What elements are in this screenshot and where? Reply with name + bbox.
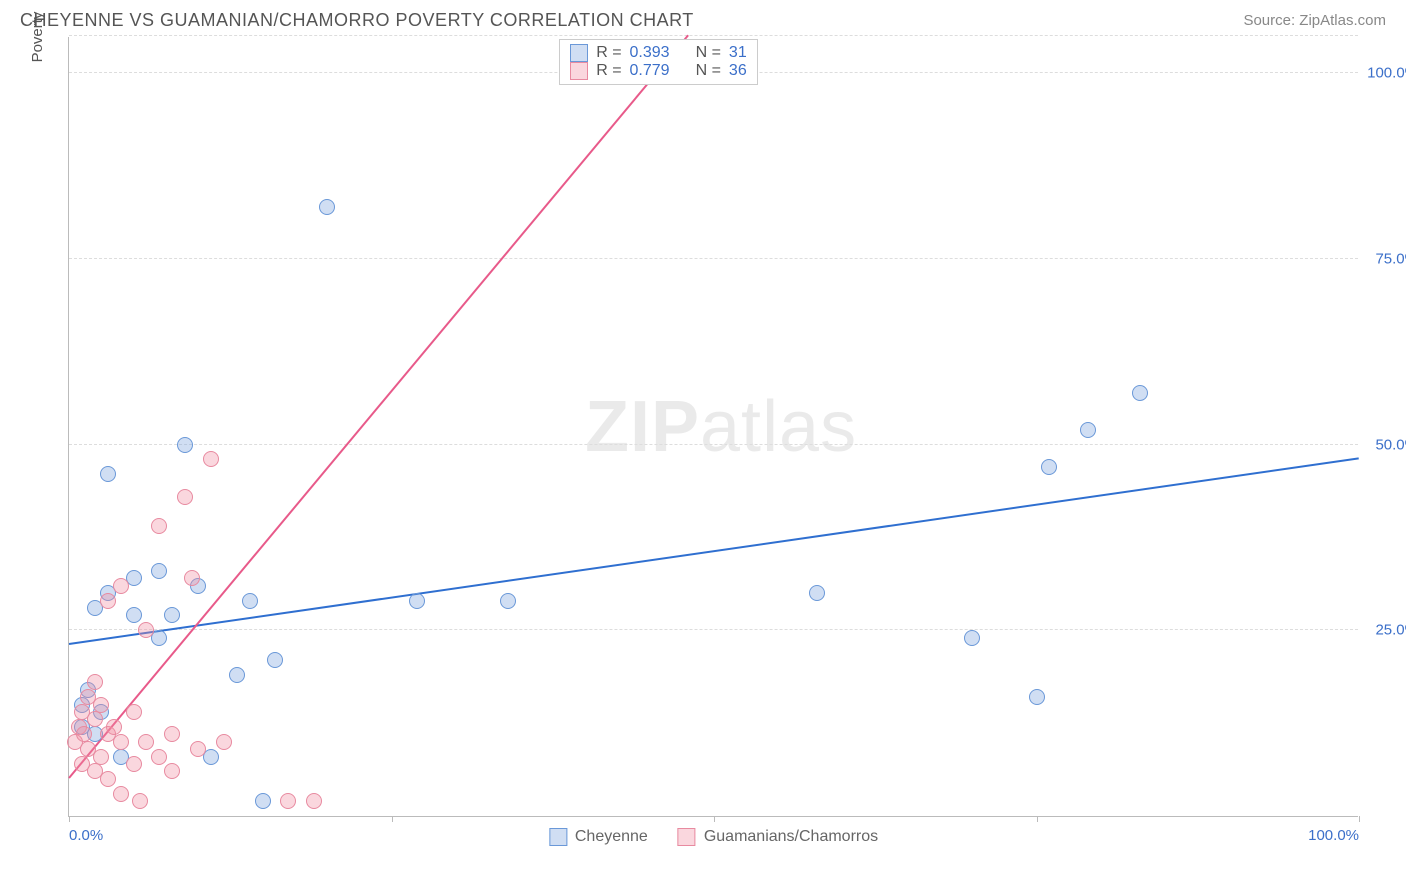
- plot-region: ZIPatlas 25.0%50.0%75.0%100.0%0.0%100.0%…: [68, 37, 1358, 817]
- data-point: [93, 697, 109, 713]
- legend-label: Cheyenne: [575, 828, 648, 846]
- data-point: [126, 704, 142, 720]
- gridline: [69, 35, 1358, 36]
- x-tick: [714, 816, 715, 822]
- data-point: [1080, 422, 1096, 438]
- data-point: [177, 489, 193, 505]
- data-point: [1041, 459, 1057, 475]
- watermark: ZIPatlas: [585, 386, 857, 468]
- chart-title: CHEYENNE VS GUAMANIAN/CHAMORRO POVERTY C…: [20, 10, 694, 31]
- data-point: [203, 451, 219, 467]
- y-tick-label: 75.0%: [1363, 250, 1406, 267]
- data-point: [100, 771, 116, 787]
- gridline: [69, 258, 1358, 259]
- gridline: [69, 444, 1358, 445]
- x-tick: [1037, 816, 1038, 822]
- data-point: [151, 749, 167, 765]
- r-label: R =: [596, 44, 621, 62]
- data-point: [177, 437, 193, 453]
- y-tick-label: 25.0%: [1363, 622, 1406, 639]
- data-point: [229, 667, 245, 683]
- data-point: [126, 607, 142, 623]
- data-point: [151, 563, 167, 579]
- legend-swatch: [549, 828, 567, 846]
- data-point: [1132, 385, 1148, 401]
- n-value: 31: [729, 44, 747, 62]
- r-label: R =: [596, 62, 621, 80]
- legend-item: Cheyenne: [549, 828, 648, 846]
- stats-legend-row: R = 0.393 N = 31: [570, 44, 747, 62]
- data-point: [319, 199, 335, 215]
- legend-item: Guamanians/Chamorros: [678, 828, 878, 846]
- data-point: [87, 674, 103, 690]
- data-point: [267, 652, 283, 668]
- data-point: [809, 585, 825, 601]
- data-point: [138, 734, 154, 750]
- legend-swatch: [570, 62, 588, 80]
- data-point: [87, 711, 103, 727]
- data-point: [1029, 689, 1045, 705]
- source-label: Source: ZipAtlas.com: [1243, 12, 1386, 29]
- data-point: [106, 719, 122, 735]
- data-point: [216, 734, 232, 750]
- r-value: 0.393: [630, 44, 670, 62]
- legend-swatch: [678, 828, 696, 846]
- data-point: [138, 622, 154, 638]
- data-point: [280, 793, 296, 809]
- data-point: [164, 607, 180, 623]
- legend-label: Guamanians/Chamorros: [704, 828, 878, 846]
- series-legend: Cheyenne Guamanians/Chamorros: [549, 828, 878, 846]
- stats-legend: R = 0.393 N = 31 R = 0.779 N = 36: [559, 39, 758, 85]
- x-tick: [1359, 816, 1360, 822]
- data-point: [93, 749, 109, 765]
- data-point: [100, 466, 116, 482]
- y-tick-label: 100.0%: [1363, 65, 1406, 82]
- trend-line: [68, 34, 689, 778]
- data-point: [409, 593, 425, 609]
- data-point: [164, 726, 180, 742]
- y-tick-label: 50.0%: [1363, 436, 1406, 453]
- x-tick: [392, 816, 393, 822]
- x-tick-label: 0.0%: [69, 827, 103, 844]
- data-point: [151, 518, 167, 534]
- n-label: N =: [696, 62, 721, 80]
- data-point: [255, 793, 271, 809]
- gridline: [69, 629, 1358, 630]
- data-point: [113, 578, 129, 594]
- data-point: [76, 726, 92, 742]
- data-point: [964, 630, 980, 646]
- y-axis-label: Poverty: [29, 12, 46, 63]
- x-tick-label: 100.0%: [1308, 827, 1359, 844]
- x-tick: [69, 816, 70, 822]
- stats-legend-row: R = 0.779 N = 36: [570, 62, 747, 80]
- data-point: [242, 593, 258, 609]
- data-point: [164, 763, 180, 779]
- r-value: 0.779: [630, 62, 670, 80]
- legend-swatch: [570, 44, 588, 62]
- data-point: [100, 593, 116, 609]
- n-label: N =: [696, 44, 721, 62]
- data-point: [132, 793, 148, 809]
- n-value: 36: [729, 62, 747, 80]
- data-point: [184, 570, 200, 586]
- data-point: [113, 786, 129, 802]
- data-point: [190, 741, 206, 757]
- data-point: [113, 734, 129, 750]
- data-point: [500, 593, 516, 609]
- data-point: [126, 756, 142, 772]
- trend-line: [69, 457, 1359, 645]
- data-point: [306, 793, 322, 809]
